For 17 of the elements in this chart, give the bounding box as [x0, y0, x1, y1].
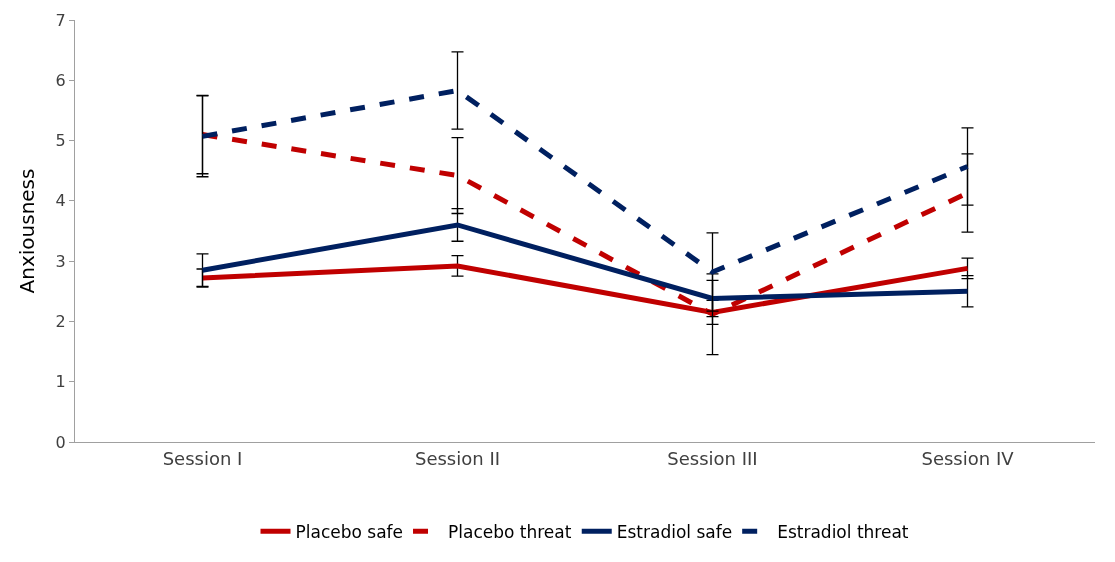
y-axis-title: Anxiousness [15, 168, 40, 294]
y-tick-label: 0 [55, 432, 66, 452]
y-tick-label: 4 [55, 191, 66, 211]
y-tick-label: 6 [55, 70, 66, 90]
y-tick-label: 3 [55, 251, 66, 271]
x-tick-label: Session III [667, 447, 758, 469]
y-tick-label: 5 [55, 131, 66, 151]
legend-label: Placebo threat [448, 521, 572, 542]
legend-label: Estradiol threat [777, 521, 909, 542]
x-tick-label: Session I [162, 447, 243, 469]
legend-label: Estradiol safe [616, 521, 733, 542]
legend-label: Placebo safe [295, 521, 404, 542]
y-tick-label: 7 [55, 10, 66, 30]
y-tick-label: 2 [55, 312, 66, 332]
y-tick-label: 1 [55, 372, 66, 392]
x-tick-label: Session II [414, 447, 501, 469]
x-tick-label: Session IV [921, 447, 1015, 469]
